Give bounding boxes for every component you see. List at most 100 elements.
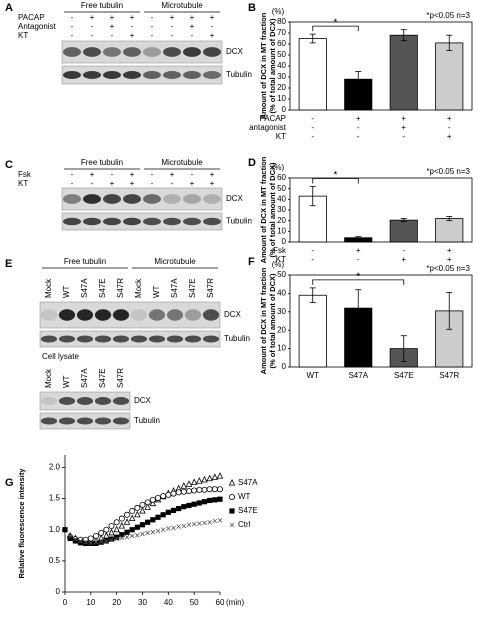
condition-sign: - (71, 22, 74, 31)
point (134, 504, 141, 511)
band (58, 397, 76, 405)
lysate-title: Cell lysate (42, 352, 79, 361)
band-label: Tubulin (226, 70, 252, 79)
condition-sign: + (356, 246, 361, 255)
point (67, 535, 73, 542)
y-tick-label: 40 (277, 61, 286, 70)
point (211, 486, 218, 493)
condition-sign: + (401, 255, 406, 264)
y-tick-label: 0 (282, 362, 287, 371)
point (119, 532, 125, 538)
lane-label: WT (62, 375, 71, 388)
band (166, 309, 184, 321)
lane-label: S47A (170, 278, 179, 298)
legend-marker (229, 508, 235, 514)
annotation: *p<0.05 n=3 (426, 11, 470, 20)
point (207, 519, 212, 525)
band (112, 335, 130, 343)
panel-letter: D (248, 157, 256, 169)
condition-sign: + (447, 132, 452, 141)
point (181, 504, 187, 510)
y-axis-label: Amount of DCX in MT fraction (259, 12, 268, 119)
significance-bracket (312, 25, 359, 32)
band (63, 194, 81, 204)
y-tick-label: 20 (277, 325, 286, 334)
lane-label: WT (62, 285, 71, 298)
y-tick-label: 0.5 (49, 556, 61, 565)
condition-sign: + (210, 31, 215, 40)
y-tick-label: 2.0 (49, 463, 61, 472)
band (163, 47, 181, 57)
band (40, 335, 58, 343)
point (135, 533, 140, 538)
blot (61, 212, 223, 231)
condition-sign: - (151, 22, 154, 31)
point (206, 474, 213, 482)
condition-sign: - (357, 132, 360, 141)
condition-sign: + (190, 22, 195, 31)
band (76, 417, 94, 425)
lane-label: WT (152, 285, 161, 298)
legend-label: S47E (238, 506, 258, 515)
point (98, 539, 104, 544)
point (72, 538, 78, 544)
point (78, 538, 83, 544)
x-tick-label: 10 (86, 598, 95, 607)
point (139, 522, 146, 528)
condition-sign: + (401, 114, 406, 123)
point (118, 515, 125, 522)
blot (39, 301, 221, 329)
error-bar (400, 29, 407, 42)
point (149, 499, 157, 507)
point (176, 524, 181, 529)
x-tick-label: 20 (112, 598, 121, 607)
band (76, 309, 94, 321)
x-tick-label: WT (307, 371, 320, 380)
band (40, 309, 58, 321)
condition-sign: - (402, 246, 405, 255)
y-tick-label: 0 (282, 105, 287, 114)
point (93, 539, 99, 545)
band (123, 217, 141, 226)
condition-sign: + (210, 179, 215, 188)
point (114, 536, 119, 542)
point (87, 535, 94, 542)
condition-sign: + (210, 13, 215, 22)
bar (298, 38, 327, 111)
significance-bracket (312, 178, 359, 184)
error-bar (355, 289, 362, 327)
band (148, 309, 166, 321)
condition-sign: + (130, 179, 135, 188)
point (202, 520, 207, 526)
band (163, 71, 181, 79)
point (155, 528, 161, 534)
band (112, 309, 130, 321)
point (118, 521, 126, 529)
lane-label: S47A (80, 368, 89, 388)
band (202, 335, 220, 343)
point (98, 539, 104, 545)
point (103, 526, 110, 533)
point (160, 527, 166, 533)
band (166, 335, 184, 343)
band (58, 309, 76, 321)
error-bar (309, 287, 316, 304)
y-tick-label: 60 (277, 39, 286, 48)
band (184, 309, 202, 321)
point (144, 503, 151, 510)
point (155, 514, 161, 520)
significance-label: * (334, 18, 338, 29)
band (203, 47, 221, 57)
band (143, 71, 161, 79)
condition-sign: - (211, 22, 214, 31)
x-tick-label: S47R (439, 371, 459, 380)
condition-label: PACAP (259, 114, 286, 123)
y-tick-label: 10 (277, 226, 286, 235)
panel-letter: B (248, 2, 256, 14)
point (170, 507, 177, 514)
band (163, 217, 181, 226)
point (165, 491, 172, 498)
condition-sign: + (90, 170, 95, 179)
point (180, 488, 187, 495)
point (145, 519, 151, 525)
